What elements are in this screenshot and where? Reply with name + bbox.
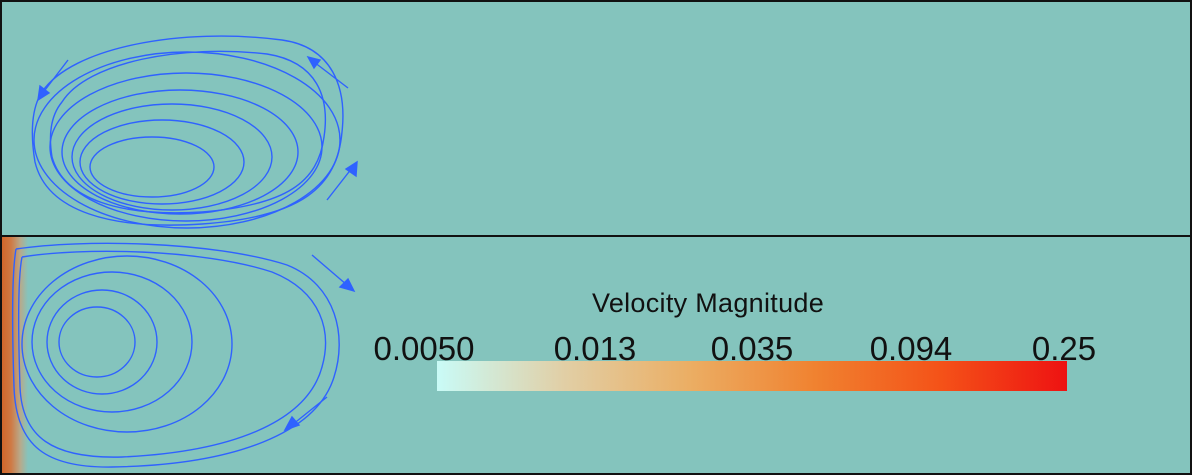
inflow-region [2, 237, 28, 473]
bottom-flow-panel [0, 235, 1192, 475]
legend-tick-0: 0.0050 [373, 330, 475, 367]
top-flow-arrows [37, 55, 358, 201]
legend-title: Velocity Magnitude [592, 288, 825, 318]
legend-tick-1: 0.013 [553, 330, 637, 367]
legend-tick-4: 0.25 [1031, 330, 1097, 367]
legend-tick-2: 0.035 [710, 330, 794, 367]
bottom-flow-arrows [283, 254, 356, 432]
legend-tick-3: 0.094 [869, 330, 953, 367]
top-vortex-streamlines [31, 35, 358, 229]
bottom-vortex-streamlines [11, 242, 356, 468]
color-bar [437, 361, 1067, 391]
top-flow-panel [0, 0, 1192, 238]
